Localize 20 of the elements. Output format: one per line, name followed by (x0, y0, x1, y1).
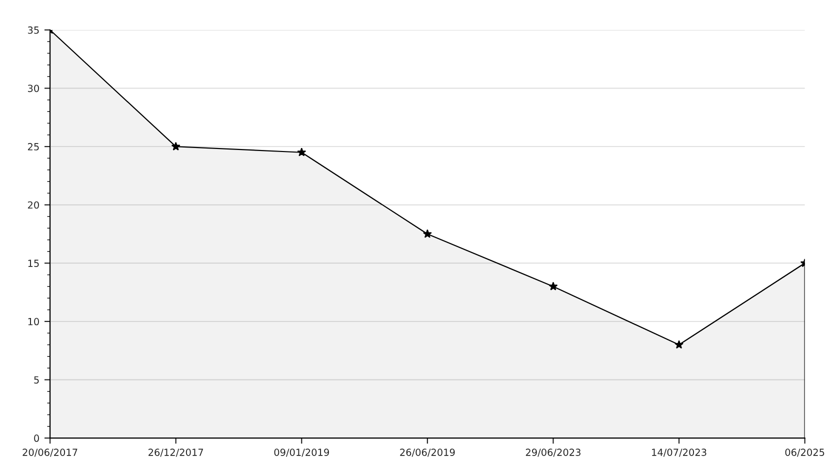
y-tick-label: 15 (28, 260, 39, 267)
x-tick-label: 26/06/2019 (400, 448, 455, 457)
point (674, 340, 684, 349)
point (422, 229, 432, 238)
y-tick-label: 10 (28, 318, 39, 326)
x-tick-label: 09/01/2019 (274, 448, 329, 457)
point (548, 282, 558, 290)
point (171, 142, 180, 150)
x-tick-label: 26/12/2017 (148, 448, 204, 457)
y-tick-label: 20 (28, 201, 39, 209)
y-tick-label: 35 (28, 26, 39, 34)
y-tick-label: 0 (34, 434, 39, 442)
x-tick-label: 06/2025 (785, 448, 824, 457)
y-tick-label: 5 (34, 376, 39, 384)
y-tick-label: 30 (28, 84, 39, 92)
x-tick-label: 20/06/2017 (22, 448, 78, 457)
y-tick-label: 25 (28, 143, 39, 150)
point (297, 148, 306, 156)
x-tick-label: 14/07/2023 (652, 448, 706, 457)
x-tick-label: 29/06/2023 (526, 448, 580, 457)
